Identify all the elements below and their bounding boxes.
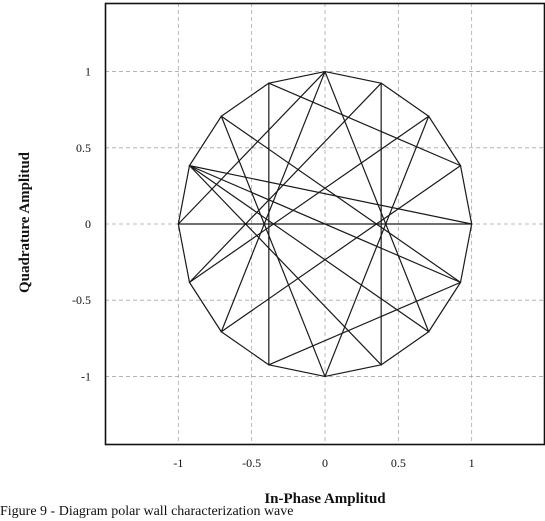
series-segment [459,165,473,225]
series-segment [220,82,270,117]
tick-labels: -1 -0.5 0 0.5 1 -1 -0.5 0 0.5 1 [72,65,475,470]
y-tick-label: 1 [85,65,91,79]
series-segment [268,82,462,167]
x-tick-label: -0.5 [242,456,261,470]
series-segment [268,281,462,366]
series-segment [188,115,430,283]
series-segment [459,223,473,283]
series-segment [220,115,326,378]
series-segment [428,115,462,167]
series-segment [380,331,430,366]
x-tick-label: -1 [173,456,183,470]
y-tick-label: -1 [81,369,91,383]
x-tick-label: 1 [469,456,475,470]
series-segment [188,115,222,167]
figure-caption: Figure 9 - Diagram polar wall characteri… [0,504,294,519]
series-segment [188,165,462,283]
series-segment [268,364,326,378]
series-segment [188,165,382,366]
series-segment [188,165,430,333]
series-segment [188,82,382,283]
series-segment [188,165,473,225]
y-tick-label: -0.5 [72,293,91,307]
series-segment [188,281,222,333]
x-tick-label: 0 [322,456,328,470]
x-axis-title: In-Phase Amplitud [264,491,386,507]
series-segment [177,223,191,283]
series-segment [220,331,270,366]
series-segment [324,70,430,333]
x-tick-label: 0.5 [391,456,406,470]
series-segment [177,70,326,225]
series-segment [220,115,462,283]
series-segment [220,165,462,333]
series-segment [177,165,191,225]
series-segment [380,82,430,117]
data-series [177,70,473,378]
y-tick-label: 0 [85,217,91,231]
y-axis-title-wrap: Quadrature Amplitud [14,0,36,445]
series-segment [324,70,382,84]
y-tick-label: 0.5 [76,141,91,155]
series-segment [428,281,462,333]
series-segment [324,364,382,378]
series-segment [268,70,326,84]
y-axis-title: Quadrature Amplitud [16,152,33,293]
